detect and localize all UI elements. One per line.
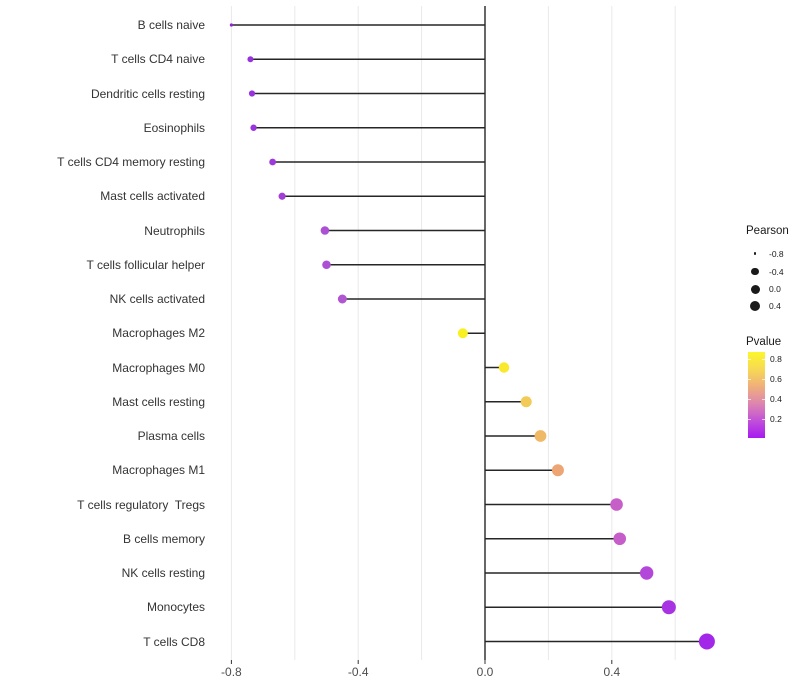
y-axis-label: Mast cells activated: [100, 189, 205, 204]
lollipop-dot: [229, 23, 233, 27]
y-axis-label: Monocytes: [146, 600, 205, 615]
lollipop-dot: [248, 90, 256, 97]
size-legend-dot: [750, 300, 760, 311]
size-legend-label: -0.8: [769, 248, 784, 259]
lollipop-dot: [269, 158, 277, 166]
y-axis-label: Eosinophils: [143, 120, 205, 135]
lollipop-dot: [278, 192, 286, 200]
y-axis-label: B cells naive: [137, 18, 205, 32]
y-axis-label: Plasma cells: [137, 429, 205, 443]
y-axis-label: Macrophages M0: [112, 360, 205, 375]
colorbar-tick-mark: [748, 399, 751, 400]
size-legend-label: -0.4: [769, 266, 784, 277]
colorbar-tick-label: 0.6: [770, 373, 782, 384]
colorbar-tick-mark: [748, 359, 751, 360]
lollipop-dot: [551, 464, 564, 477]
y-axis-label: Mast cells resting: [112, 394, 205, 409]
size-legend-label: 0.0: [769, 283, 781, 294]
colorbar-tick-label: 0.4: [770, 393, 782, 404]
x-tick-label: 0.4: [603, 665, 621, 679]
colorbar-tick-mark: [762, 419, 765, 420]
pvalue-colorbar: [748, 352, 765, 438]
y-axis-label: Macrophages M1: [112, 463, 205, 478]
y-axis-label: NK cells activated: [109, 292, 205, 306]
x-tick-label: 0.0: [476, 665, 494, 679]
colorbar-tick-mark: [748, 419, 751, 420]
lollipop-dot: [534, 430, 547, 442]
y-axis-label: T cells follicular helper: [86, 257, 206, 272]
lollipop-dot: [247, 56, 254, 63]
colorbar-tick-mark: [762, 379, 765, 380]
y-axis-label: NK cells resting: [121, 566, 205, 580]
lollipop-dot: [698, 633, 715, 650]
lollipop-dot: [613, 532, 627, 546]
size-legend-dot: [750, 284, 760, 294]
size-legend-dot: [753, 252, 757, 255]
lollipop-dot: [337, 294, 347, 304]
colorbar-tick-label: 0.8: [770, 353, 782, 364]
lollipop-dot: [610, 498, 623, 511]
color-legend-title: Pvalue: [746, 336, 782, 348]
lollipop-dot: [661, 600, 676, 615]
lollipop-dot: [498, 362, 510, 373]
lollipop-dot: [457, 328, 468, 339]
size-legend-title: Pearson: [746, 225, 789, 237]
y-axis-label: Macrophages M2: [112, 326, 205, 341]
lollipop-dot: [639, 566, 654, 580]
x-tick-label: -0.4: [347, 665, 369, 679]
colorbar-tick-label: 0.2: [770, 413, 782, 424]
lollipop-dot: [250, 124, 257, 131]
x-tick-label: -0.8: [221, 665, 242, 679]
y-axis-label: B cells memory: [122, 531, 205, 546]
colorbar-tick-mark: [748, 379, 751, 380]
colorbar-tick-mark: [762, 399, 765, 400]
size-legend-label: 0.4: [769, 300, 781, 311]
y-axis-label: Neutrophils: [144, 223, 205, 238]
y-axis-label: T cells regulatory Tregs: [77, 497, 205, 512]
y-axis-label: T cells CD4 naive: [111, 52, 205, 67]
lollipop-dot: [320, 226, 330, 235]
lollipop-dot: [520, 396, 532, 408]
colorbar-tick-mark: [762, 359, 765, 360]
lollipop-dot: [322, 260, 331, 270]
y-axis-label: T cells CD4 memory resting: [57, 155, 205, 169]
y-axis-label: T cells CD8: [143, 634, 205, 649]
y-axis-label: Dendritic cells resting: [90, 86, 205, 101]
size-legend-dot: [751, 267, 759, 276]
